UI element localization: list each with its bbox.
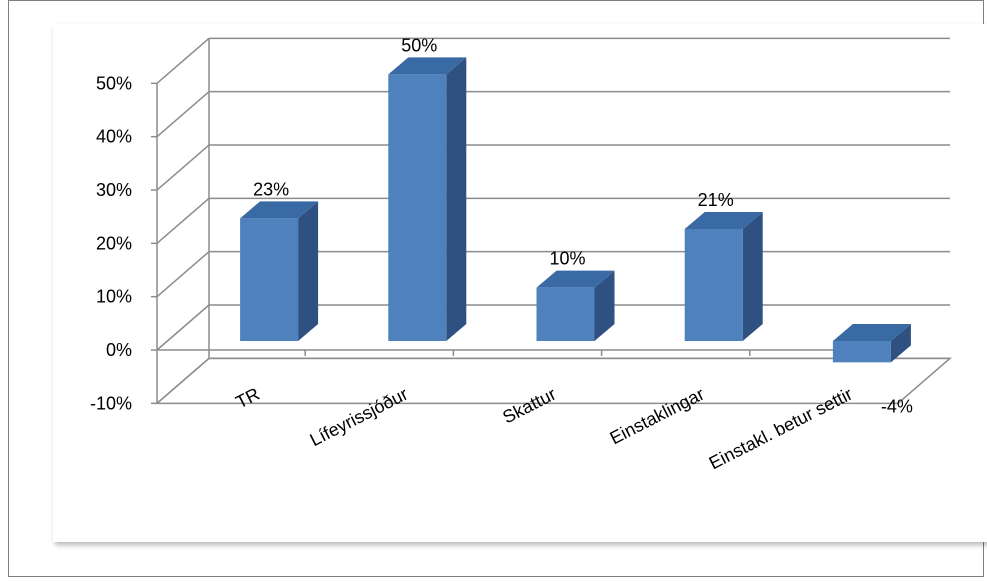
x-axis-category-labels: TR Lífeyrissjóður Skattur EinstaklingarEins…	[232, 384, 855, 474]
bar-top	[240, 201, 319, 219]
data-label-3: 21%	[698, 190, 734, 210]
gridline-side	[156, 304, 210, 351]
data-label-4: -4%	[881, 396, 913, 416]
category-label-3: Einstaklingar	[607, 384, 708, 449]
bar-4	[832, 324, 911, 363]
bar-side	[446, 57, 467, 341]
category-label-1: Lífeyrissjóður	[307, 384, 411, 450]
category-label-2: Skattur	[499, 384, 559, 428]
y-tick-label: 50%	[96, 73, 132, 93]
data-label-2: 10%	[549, 249, 585, 269]
data-label-0: 23%	[253, 179, 289, 199]
y-tick-label: 0%	[106, 340, 132, 360]
bar-1	[388, 57, 467, 341]
bar-front	[684, 229, 743, 341]
gridline-side	[156, 251, 210, 298]
bar-front	[832, 341, 891, 363]
category-label-0: TR	[232, 384, 262, 413]
bar-side	[298, 201, 319, 341]
y-tick-label: -10%	[90, 393, 132, 413]
category-label-4: Einstakl. betur settir	[706, 384, 856, 474]
gridlines	[151, 37, 950, 405]
gridline-side	[156, 144, 210, 191]
gridline-side	[156, 91, 210, 138]
bar-top	[536, 270, 615, 288]
bar-side	[890, 324, 911, 363]
bar-side	[594, 270, 615, 341]
bars	[240, 57, 911, 363]
bar-top	[832, 324, 911, 341]
bar-side	[742, 212, 763, 341]
y-tick-label: 40%	[96, 127, 132, 147]
gridline-side	[156, 37, 210, 84]
y-tick-label: 20%	[96, 233, 132, 253]
bar-top	[684, 212, 763, 230]
bar-0	[240, 201, 319, 341]
gridline-side	[156, 197, 210, 244]
bar-2	[536, 270, 615, 341]
bar-front	[240, 218, 299, 341]
gridline-side	[156, 357, 210, 404]
y-tick-label: 30%	[96, 180, 132, 200]
bar-front	[536, 287, 595, 341]
data-label-1: 50%	[401, 35, 437, 55]
y-tick-label: 10%	[96, 287, 132, 307]
bar-top	[388, 57, 467, 75]
bar-front	[388, 74, 447, 341]
data-labels: 23% 50% 10% 21% -4%	[253, 35, 913, 416]
bar-3	[684, 212, 763, 341]
y-axis-tick-labels: -10% 0% 10% 20% 30% 40% 50%	[90, 73, 132, 413]
